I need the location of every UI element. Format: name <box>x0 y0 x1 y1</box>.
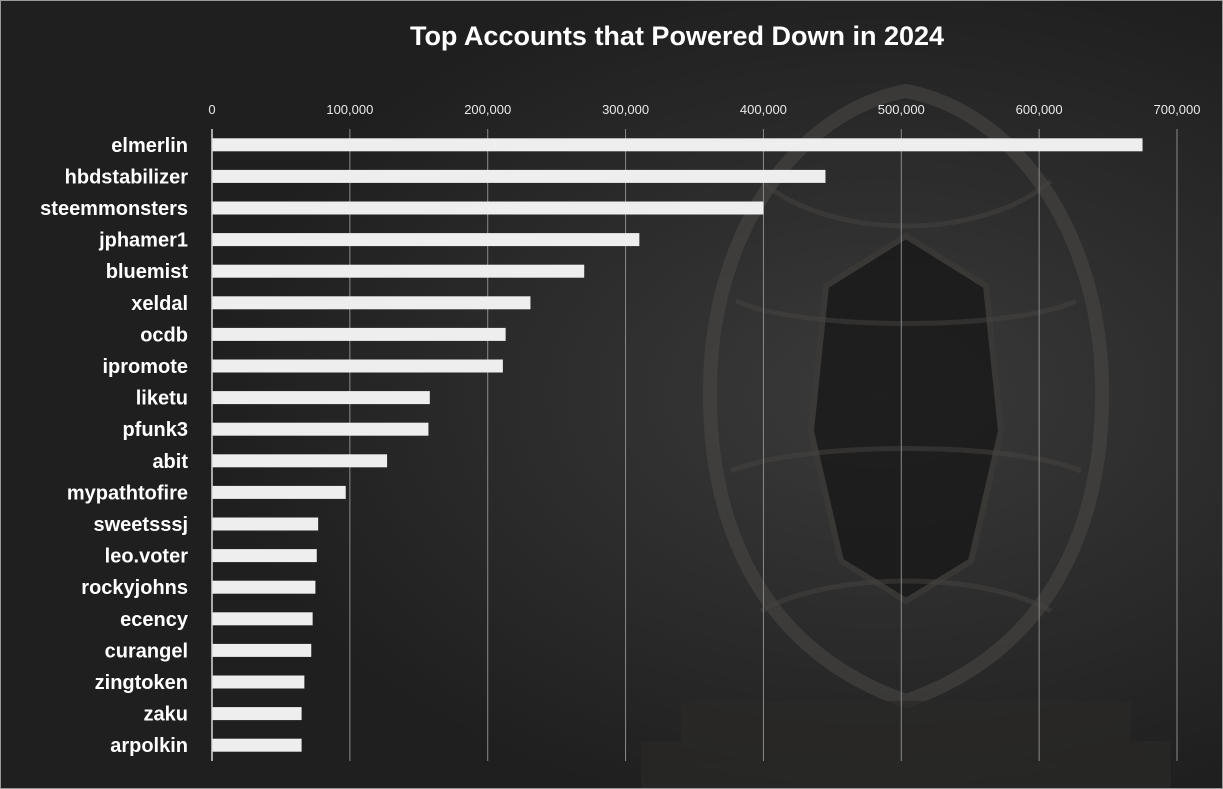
category-label: ecency <box>120 609 189 631</box>
category-label: jphamer1 <box>98 230 188 252</box>
bar-steemmonsters <box>212 201 764 215</box>
category-label: steemmonsters <box>40 198 188 220</box>
bar-arpolkin <box>212 738 302 752</box>
bar-ipromote <box>212 359 503 373</box>
bar-xeldal <box>212 296 531 310</box>
category-label: leo.voter <box>105 546 189 568</box>
x-tick-label: 500,000 <box>878 102 925 117</box>
x-axis-ticks: 0 100,000 200,000 300,000 400,000 500,000 600,… <box>208 102 1200 117</box>
bar-ocdb <box>212 327 506 341</box>
bar-jphamer1 <box>212 233 640 247</box>
bar-liketu <box>212 391 430 405</box>
category-label: pfunk3 <box>122 419 188 441</box>
bar-curangel <box>212 643 312 657</box>
gridlines <box>349 129 1178 761</box>
category-label: zingtoken <box>95 672 188 694</box>
category-label: xeldal <box>131 293 188 315</box>
x-tick-label: 200,000 <box>464 102 511 117</box>
bar-zaku <box>212 707 302 721</box>
bar-elmerlin <box>212 138 1143 152</box>
bar-rockyjohns <box>212 580 316 594</box>
category-label: mypathtofire <box>67 482 188 504</box>
category-label: sweetsssj <box>93 514 188 536</box>
x-tick-label: 400,000 <box>740 102 787 117</box>
bar-leo-voter <box>212 549 317 563</box>
bars <box>212 138 1143 752</box>
x-tick-label: 300,000 <box>602 102 649 117</box>
category-label: liketu <box>136 388 188 410</box>
chart-title: Top Accounts that Powered Down in 2024 <box>410 21 944 51</box>
category-label: hbdstabilizer <box>65 166 189 188</box>
bar-zingtoken <box>212 675 305 689</box>
category-label: bluemist <box>106 261 189 283</box>
bar-abit <box>212 454 388 468</box>
x-tick-label: 600,000 <box>1016 102 1063 117</box>
bar-bluemist <box>212 264 585 278</box>
category-label: curangel <box>105 640 188 662</box>
bar-ecency <box>212 612 313 626</box>
x-tick-label: 0 <box>208 102 215 117</box>
bar-pfunk3 <box>212 422 429 436</box>
category-label: rockyjohns <box>81 577 188 599</box>
category-label: arpolkin <box>110 735 188 757</box>
x-tick-label: 100,000 <box>326 102 373 117</box>
category-label: abit <box>152 451 188 473</box>
category-label: ipromote <box>102 356 188 378</box>
category-label: elmerlin <box>111 135 188 157</box>
bar-sweetsssj <box>212 517 319 531</box>
bar-hbdstabilizer <box>212 169 826 183</box>
category-labels: elmerlin hbdstabilizer steemmonsters jphame… <box>40 135 189 757</box>
category-label: ocdb <box>140 324 188 346</box>
bar-mypathtofire <box>212 485 346 499</box>
x-tick-label: 700,000 <box>1154 102 1201 117</box>
category-label: zaku <box>144 704 188 726</box>
